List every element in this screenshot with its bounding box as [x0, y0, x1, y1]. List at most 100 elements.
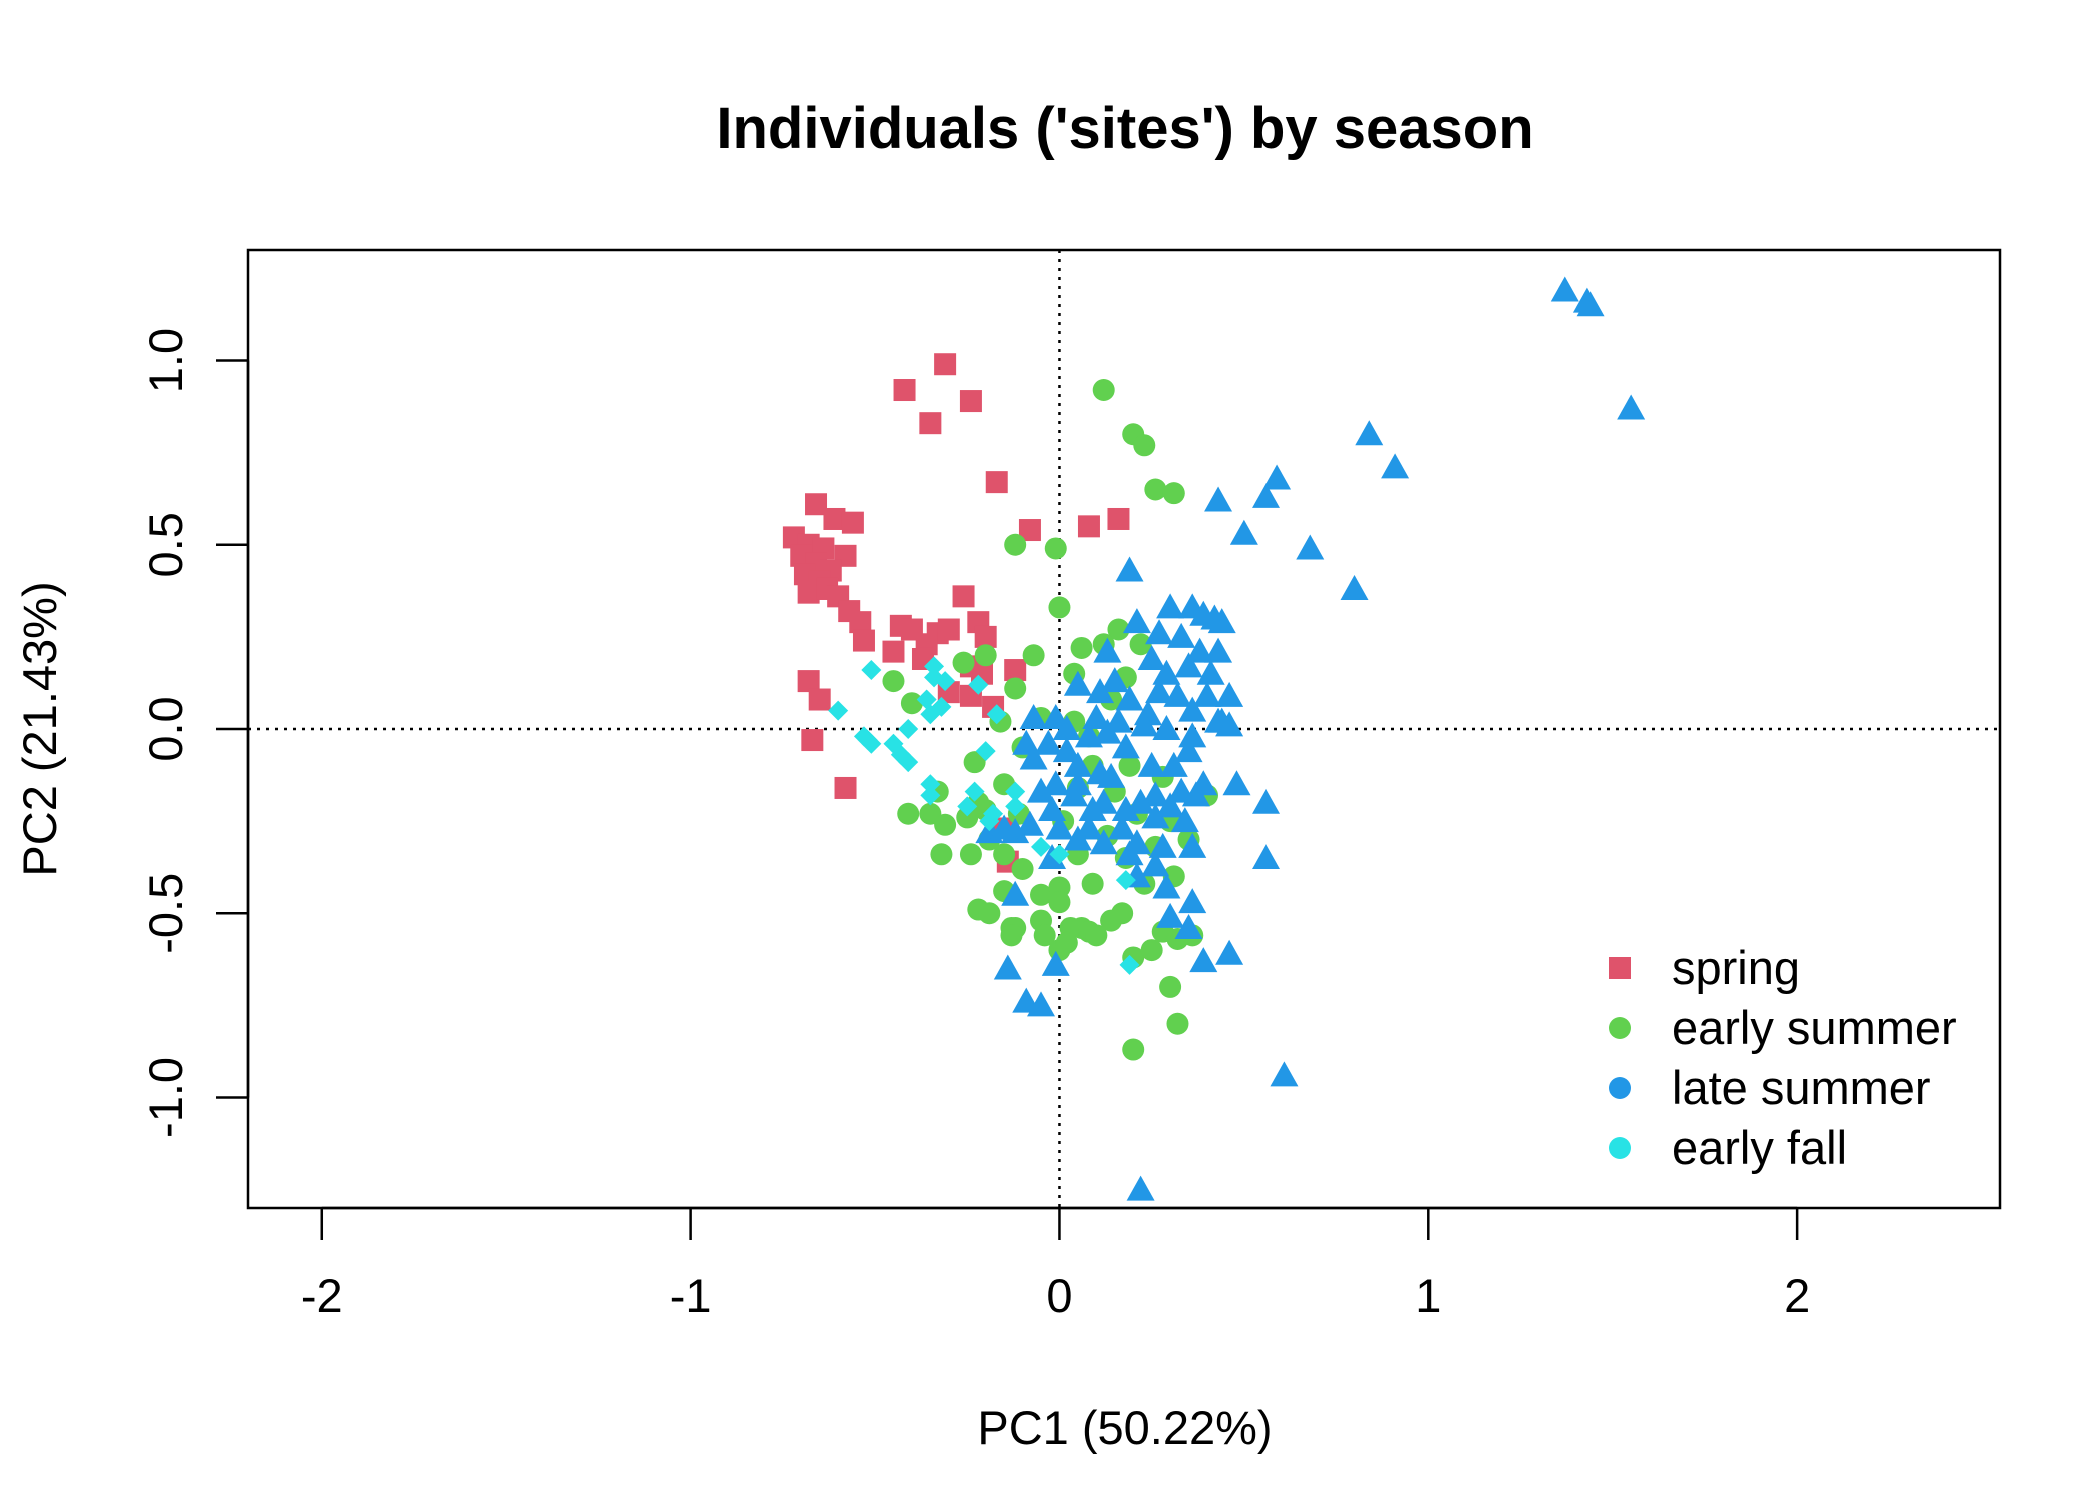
data-point	[1086, 678, 1115, 704]
data-point	[1085, 924, 1108, 947]
data-point	[1044, 537, 1067, 560]
data-point	[959, 390, 982, 413]
data-point	[834, 776, 857, 799]
data-point	[1126, 788, 1155, 814]
data-point	[1018, 519, 1041, 542]
data-point	[937, 618, 960, 641]
data-point	[1133, 434, 1156, 457]
data-point	[897, 802, 920, 825]
data-point	[956, 806, 979, 829]
data-point	[1030, 883, 1053, 906]
data-point	[1156, 593, 1185, 619]
x-tick-label: 2	[1784, 1269, 1810, 1322]
x-tick-label: 0	[1046, 1269, 1072, 1322]
data-point	[1019, 744, 1048, 770]
legend-swatch	[1609, 1137, 1631, 1159]
data-point	[1576, 291, 1605, 317]
legend: spring early summer late summer early fall	[1609, 941, 1957, 1174]
data-point	[1215, 681, 1244, 707]
data-point	[797, 670, 820, 693]
data-point	[1159, 975, 1182, 998]
data-point	[1005, 781, 1026, 802]
data-point	[934, 353, 957, 376]
data-point	[1252, 843, 1281, 869]
data-point	[1152, 659, 1181, 685]
data-point	[1178, 888, 1207, 914]
data-point	[1055, 931, 1078, 954]
data-point	[920, 704, 941, 725]
data-point	[898, 752, 919, 773]
data-point	[1041, 770, 1070, 796]
data-point	[1141, 851, 1170, 877]
data-point	[1031, 836, 1052, 857]
data-point	[975, 741, 996, 762]
data-point	[801, 729, 824, 752]
data-point	[823, 507, 846, 530]
data-point	[1100, 909, 1123, 932]
data-point	[930, 843, 953, 866]
data-point	[1355, 420, 1384, 446]
data-point	[1070, 636, 1093, 659]
data-point	[964, 781, 985, 802]
data-point	[1015, 810, 1044, 836]
data-point	[1097, 762, 1126, 788]
data-point	[1204, 486, 1233, 512]
data-point	[1156, 902, 1185, 928]
data-point	[1140, 939, 1163, 962]
legend-swatch	[1609, 1077, 1631, 1099]
data-point	[1027, 991, 1056, 1017]
data-point	[1163, 681, 1192, 707]
data-point	[852, 629, 875, 652]
data-point	[1115, 840, 1144, 866]
data-point	[1178, 722, 1207, 748]
data-point	[1092, 379, 1115, 402]
data-point	[1077, 515, 1100, 538]
data-point	[1000, 924, 1023, 947]
data-point	[805, 493, 828, 516]
data-point	[916, 689, 937, 710]
data-point	[1052, 715, 1081, 740]
data-point	[993, 954, 1022, 980]
data-point	[957, 796, 978, 817]
data-point	[979, 811, 1000, 832]
series-late-summer	[975, 276, 1646, 1201]
y-axis: -1.0 -0.5 0.0 0.5 1.0	[139, 328, 250, 1138]
data-point	[882, 640, 905, 663]
data-point	[1048, 596, 1071, 619]
data-point	[993, 843, 1016, 866]
y-tick-label: 0.0	[139, 696, 192, 761]
data-point	[1108, 814, 1137, 840]
data-point	[1126, 1175, 1155, 1201]
chart-title: Individuals ('sites') by season	[716, 96, 1533, 161]
data-point	[1063, 670, 1092, 696]
data-point	[1141, 781, 1170, 807]
data-point	[920, 785, 941, 806]
data-point	[1152, 873, 1181, 899]
data-point	[1122, 608, 1151, 634]
data-point	[1048, 891, 1071, 914]
data-point	[1004, 677, 1027, 700]
data-point	[841, 511, 864, 534]
data-point	[1130, 711, 1159, 737]
data-point	[1004, 533, 1027, 556]
data-point	[952, 585, 975, 608]
data-point	[924, 656, 945, 677]
data-point	[1296, 534, 1325, 560]
data-point	[968, 674, 989, 695]
data-point	[1022, 644, 1045, 667]
series-spring	[782, 353, 1130, 873]
data-point	[1174, 737, 1203, 763]
data-point	[1207, 608, 1236, 634]
data-point	[934, 813, 957, 836]
data-point	[1122, 1038, 1145, 1061]
data-point	[1166, 1012, 1189, 1035]
data-point	[1060, 781, 1089, 807]
data-point	[797, 581, 820, 604]
y-axis-label: PC2 (21.43%)	[13, 581, 66, 876]
data-point	[986, 704, 1007, 725]
plot-area	[246, 248, 2002, 1210]
data-point	[1152, 715, 1181, 740]
data-point	[1167, 622, 1196, 648]
data-point	[1192, 681, 1221, 707]
data-point	[1204, 637, 1233, 663]
